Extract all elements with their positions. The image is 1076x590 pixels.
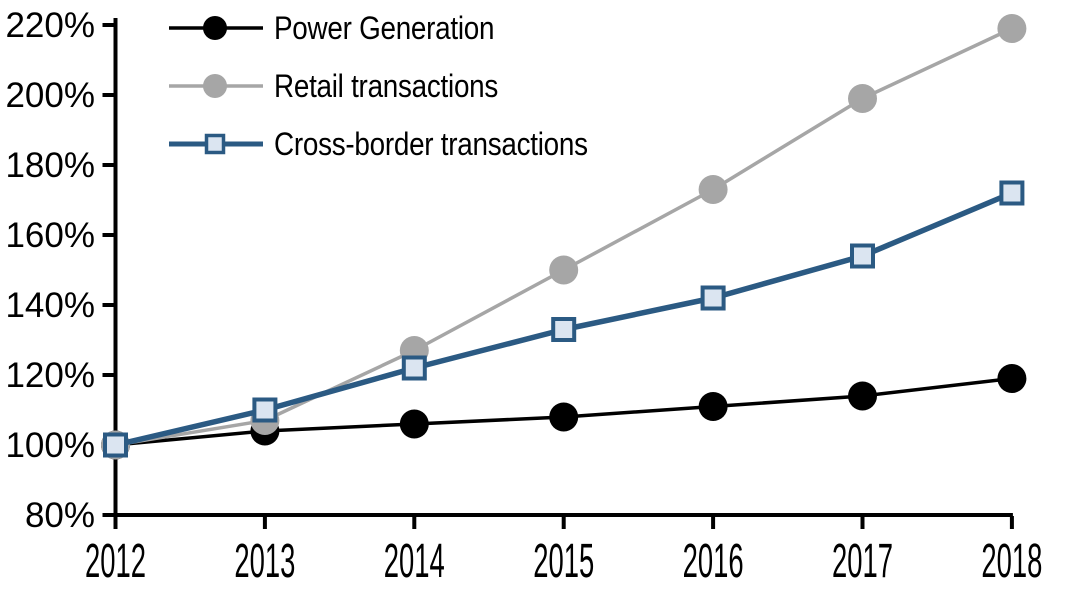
svg-text:2017: 2017: [832, 535, 893, 588]
svg-text:80%: 80%: [25, 496, 95, 535]
svg-text:160%: 160%: [5, 216, 95, 255]
legend-label-retail-transactions: Retail transactions: [274, 68, 499, 104]
legend-item-retail-transactions: Retail transactions: [167, 67, 635, 105]
power-generation-line-circle-icon: [169, 16, 263, 40]
svg-text:140%: 140%: [5, 286, 95, 325]
svg-text:100%: 100%: [5, 426, 95, 465]
svg-text:180%: 180%: [5, 146, 95, 185]
svg-text:2012: 2012: [85, 535, 146, 588]
legend-label-cross-border-transactions: Cross-border transactions: [274, 126, 588, 162]
svg-text:2014: 2014: [384, 535, 445, 588]
cross-border-transactions-line-square-icon: [169, 133, 263, 155]
svg-text:200%: 200%: [5, 76, 95, 115]
retail-transactions-line-circle-icon: [169, 74, 263, 98]
legend: Power Generation Retail transactions Cro…: [167, 9, 635, 183]
legend-item-power-generation: Power Generation: [167, 9, 635, 47]
svg-text:2016: 2016: [683, 535, 744, 588]
svg-text:220%: 220%: [5, 6, 95, 45]
svg-text:120%: 120%: [5, 356, 95, 395]
legend-item-cross-border-transactions: Cross-border transactions: [167, 125, 635, 163]
legend-label-power-generation: Power Generation: [274, 10, 495, 46]
svg-text:2015: 2015: [533, 535, 594, 588]
svg-text:2013: 2013: [234, 535, 295, 588]
svg-text:2018: 2018: [981, 535, 1042, 588]
